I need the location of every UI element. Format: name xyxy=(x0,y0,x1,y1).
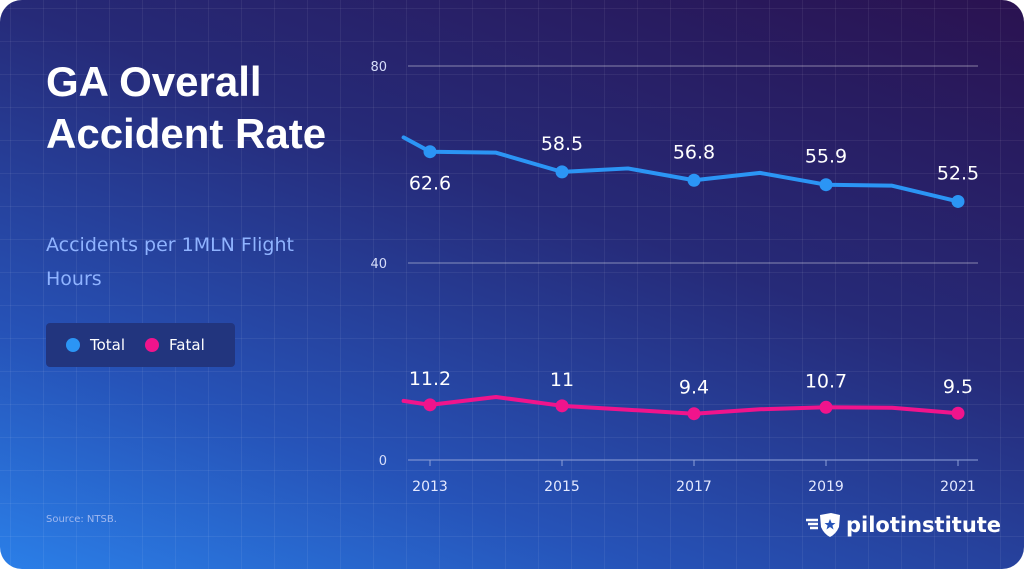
legend: Total Fatal xyxy=(46,323,235,367)
data-point-total xyxy=(819,178,833,192)
series-line-fatal xyxy=(401,394,960,416)
data-label: 11.2 xyxy=(409,368,451,390)
data-label: 56.8 xyxy=(673,141,715,163)
x-tick-label: 2021 xyxy=(940,479,976,495)
data-label: 58.5 xyxy=(541,133,583,155)
data-point-fatal xyxy=(687,407,701,421)
legend-item-total: Total xyxy=(66,336,125,354)
x-tick-label: 2017 xyxy=(676,479,712,495)
legend-dot-total xyxy=(66,338,80,352)
pilotinstitute-logo: pilotinstitute xyxy=(806,512,1001,538)
data-point-total xyxy=(687,173,701,187)
x-tick-label: 2013 xyxy=(412,479,448,495)
data-label: 55.9 xyxy=(805,146,847,168)
data-label: 11 xyxy=(550,369,574,391)
data-point-fatal xyxy=(555,399,569,413)
y-tick-label: 40 xyxy=(370,257,387,272)
legend-item-fatal: Fatal xyxy=(145,336,205,354)
data-point-total xyxy=(423,145,437,159)
series-line-total xyxy=(401,135,960,204)
data-point-fatal xyxy=(951,406,965,420)
legend-label: Total xyxy=(90,336,126,354)
data-point-total xyxy=(555,165,569,179)
data-label: 52.5 xyxy=(937,162,979,184)
data-point-fatal xyxy=(819,400,833,414)
logo-text: pilotinstitute xyxy=(846,513,1002,537)
source-note: Source: NTSB. xyxy=(46,514,117,525)
chart-title: GA Overall Accident Rate xyxy=(46,58,327,157)
y-tick-label: 80 xyxy=(370,60,387,75)
shield-star-icon xyxy=(806,513,840,537)
legend-label: Fatal xyxy=(169,336,205,354)
x-tick-label: 2015 xyxy=(544,479,580,495)
chart-subtitle: Accidents per 1MLN Flight Hours xyxy=(46,234,294,290)
data-point-total xyxy=(951,194,965,208)
legend-dot-fatal xyxy=(145,338,160,352)
data-label: 9.5 xyxy=(943,376,973,398)
y-tick-label: 0 xyxy=(379,454,387,469)
data-label: 9.4 xyxy=(679,377,709,399)
data-label: 62.6 xyxy=(409,173,451,195)
x-tick-label: 2019 xyxy=(808,479,844,495)
data-label: 10.7 xyxy=(805,370,847,392)
data-point-fatal xyxy=(423,398,437,412)
